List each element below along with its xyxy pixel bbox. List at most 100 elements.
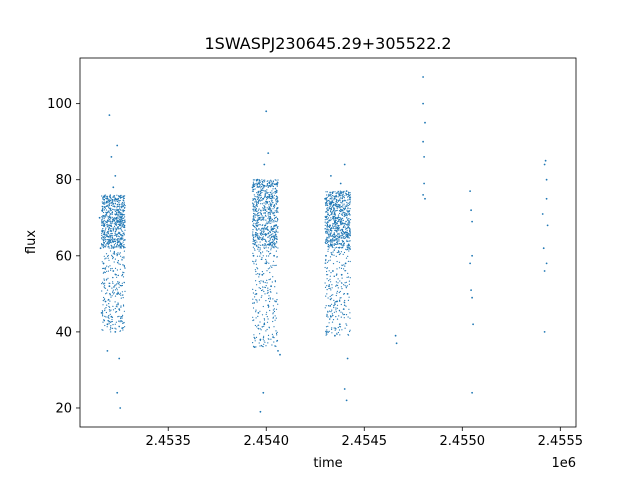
data-point bbox=[274, 227, 276, 229]
data-point bbox=[335, 274, 337, 276]
data-point bbox=[256, 222, 258, 224]
data-point bbox=[332, 227, 334, 229]
data-point bbox=[345, 281, 347, 283]
data-point bbox=[331, 239, 333, 241]
data-point bbox=[256, 237, 259, 239]
data-point bbox=[268, 216, 270, 218]
data-point bbox=[108, 227, 111, 229]
data-point bbox=[115, 233, 117, 235]
x-tick-label: 2.4550 bbox=[440, 434, 486, 449]
data-point bbox=[117, 316, 119, 318]
data-point bbox=[270, 227, 272, 229]
data-point bbox=[329, 275, 331, 277]
data-point bbox=[267, 180, 269, 182]
data-point bbox=[329, 219, 331, 222]
data-point bbox=[121, 203, 123, 205]
data-point bbox=[343, 215, 345, 218]
data-point bbox=[263, 179, 265, 181]
data-point bbox=[270, 197, 272, 199]
data-point bbox=[329, 210, 332, 213]
data-point bbox=[101, 210, 103, 213]
data-point bbox=[340, 207, 342, 209]
data-point bbox=[272, 316, 274, 318]
data-point bbox=[268, 298, 270, 300]
data-point bbox=[265, 260, 267, 262]
data-point bbox=[324, 286, 327, 288]
data-point bbox=[344, 226, 346, 228]
data-point bbox=[259, 216, 261, 218]
data-point bbox=[106, 278, 108, 280]
data-point bbox=[348, 195, 350, 197]
data-point bbox=[273, 218, 276, 220]
data-point bbox=[255, 311, 257, 313]
data-point bbox=[114, 323, 116, 325]
data-point bbox=[109, 228, 112, 230]
data-point bbox=[252, 217, 255, 219]
data-point bbox=[253, 234, 255, 236]
data-point bbox=[255, 214, 257, 216]
data-point bbox=[268, 201, 270, 203]
data-point bbox=[108, 225, 110, 227]
data-point bbox=[118, 223, 120, 225]
data-point bbox=[342, 312, 344, 314]
data-point bbox=[103, 225, 105, 228]
data-point bbox=[258, 246, 260, 249]
data-point bbox=[270, 285, 272, 288]
data-point bbox=[343, 313, 346, 316]
data-point bbox=[109, 237, 111, 239]
data-point bbox=[112, 230, 114, 232]
data-point bbox=[109, 209, 112, 211]
data-point bbox=[273, 243, 276, 245]
data-point bbox=[269, 182, 271, 185]
data-point bbox=[332, 263, 335, 265]
data-point bbox=[330, 238, 332, 241]
data-point bbox=[112, 327, 114, 329]
y-tick-label: 80 bbox=[55, 173, 72, 188]
data-point bbox=[339, 220, 341, 222]
data-point bbox=[327, 232, 329, 234]
data-point bbox=[252, 188, 254, 190]
data-point bbox=[263, 190, 265, 192]
data-point bbox=[107, 241, 109, 243]
data-point bbox=[273, 221, 275, 223]
data-point bbox=[253, 302, 255, 304]
data-point bbox=[345, 200, 347, 202]
data-point bbox=[107, 319, 109, 322]
data-point bbox=[255, 289, 257, 292]
data-point bbox=[348, 191, 350, 193]
data-point bbox=[267, 287, 269, 289]
data-point bbox=[348, 280, 350, 282]
data-point bbox=[258, 200, 260, 202]
data-point bbox=[112, 324, 114, 326]
data-point bbox=[113, 246, 115, 248]
data-point bbox=[269, 185, 271, 187]
data-point bbox=[256, 210, 258, 213]
data-point bbox=[326, 239, 328, 242]
data-point bbox=[260, 344, 262, 347]
data-point bbox=[471, 391, 473, 394]
data-point bbox=[253, 222, 255, 224]
data-point bbox=[268, 194, 271, 196]
data-point bbox=[109, 306, 111, 308]
data-point bbox=[332, 233, 335, 235]
data-point bbox=[258, 235, 260, 237]
data-point bbox=[257, 224, 259, 226]
data-point bbox=[259, 282, 261, 284]
data-point bbox=[117, 221, 119, 223]
data-point bbox=[118, 210, 120, 213]
data-point bbox=[262, 391, 265, 394]
data-point bbox=[272, 233, 274, 235]
data-point bbox=[113, 250, 115, 253]
data-point bbox=[329, 198, 331, 200]
data-point bbox=[265, 110, 268, 113]
data-point bbox=[334, 334, 336, 337]
data-point bbox=[111, 246, 113, 248]
data-point bbox=[341, 214, 343, 216]
data-point bbox=[328, 202, 331, 204]
data-point bbox=[261, 191, 263, 194]
data-point bbox=[115, 198, 117, 200]
data-point bbox=[338, 261, 341, 263]
data-point bbox=[332, 223, 334, 225]
data-point bbox=[102, 207, 104, 209]
data-point bbox=[262, 338, 264, 340]
